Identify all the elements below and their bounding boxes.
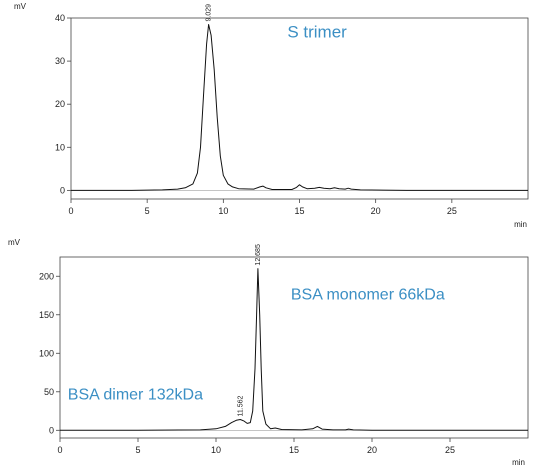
x-tick-label: 20 [371,206,381,216]
y-unit-label: mV [14,2,27,11]
peak-annotation: BSA dimer 132kDa [68,386,203,403]
y-tick-label: 20 [55,99,65,109]
y-tick-label: 0 [49,425,54,435]
plot-frame [59,256,529,439]
peak-annotation: BSA monomer 66kDa [291,286,445,303]
x-tick-label: 25 [447,206,457,216]
x-tick-label: 0 [57,445,62,455]
y-unit-label: mV [8,238,21,247]
y-tick-label: 200 [39,271,54,281]
chromatogram-trace [71,24,528,191]
chart-bsa-standard: 0 50 100 150 200 0 5 10 15 20 25 mV min 11.562 12.685 B… [8,238,529,467]
x-unit-label: min [514,220,527,229]
x-tick-label: 0 [68,206,73,216]
chromatogram-trace [60,268,528,431]
x-tick-label: 10 [218,206,228,216]
chart-s-trimer: 0 10 20 30 40 0 5 10 15 20 25 mV min 9.029 S trimer [14,2,529,229]
peak-retention-label: 11.562 [237,396,244,417]
peak-retention-label: 9.029 [206,4,213,22]
y-tick-label: 30 [55,56,65,66]
x-unit-label: min [512,458,525,467]
y-tick-label: 10 [55,142,65,152]
x-tick-label: 15 [289,445,299,455]
plot-frame [70,17,529,200]
peak-retention-label: 12.685 [255,244,262,266]
y-tick-label: 150 [39,310,54,320]
y-tick-label: 0 [60,185,65,195]
y-tick-label: 50 [44,387,54,397]
y-tick-label: 100 [39,348,54,358]
x-tick-label: 15 [294,206,304,216]
peak-annotation: S trimer [287,22,347,41]
y-tick-label: 40 [55,13,65,23]
x-tick-label: 20 [367,445,377,455]
x-tick-label: 25 [445,445,455,455]
x-tick-label: 5 [135,445,140,455]
x-tick-label: 5 [145,206,150,216]
x-tick-label: 10 [211,445,221,455]
